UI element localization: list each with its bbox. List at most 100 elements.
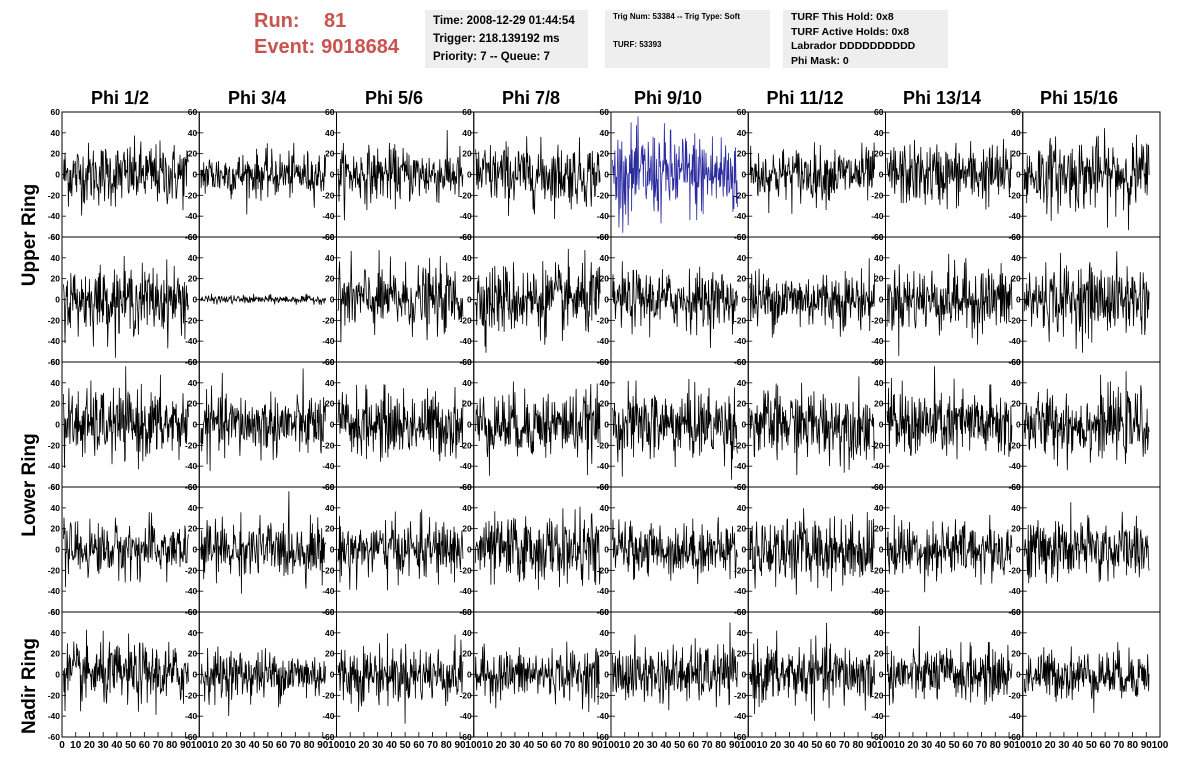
x-tick-label: 20	[496, 740, 508, 751]
x-tick-label: 60	[1100, 740, 1112, 751]
y-tick-label: -20	[185, 565, 198, 575]
y-tick-label: -60	[48, 232, 61, 242]
waveform-trace	[337, 249, 464, 343]
y-tick-label: -20	[459, 315, 472, 325]
y-tick-label: -40	[459, 586, 472, 596]
x-tick-label: 40	[523, 740, 535, 751]
x-tick-label: 70	[1113, 740, 1125, 751]
waveform-trace	[474, 641, 601, 713]
x-tick-label: 30	[372, 740, 384, 751]
y-tick-label: 0	[742, 170, 747, 180]
x-tick-label: 60	[825, 740, 837, 751]
y-tick-label: -20	[597, 690, 610, 700]
y-tick-label: -40	[322, 711, 335, 721]
y-tick-label: -20	[1008, 690, 1021, 700]
y-tick-label: -60	[1008, 232, 1021, 242]
y-tick-label: -40	[185, 461, 198, 471]
waveform-trace	[749, 258, 875, 338]
x-tick-label: 80	[852, 740, 864, 751]
y-tick-label: 20	[188, 149, 198, 159]
y-tick-label: -20	[734, 190, 747, 200]
y-tick-label: 0	[1016, 420, 1021, 430]
y-tick-label: -20	[1008, 190, 1021, 200]
waveform-trace	[474, 381, 601, 476]
y-tick-label: 40	[600, 503, 610, 513]
y-tick-label: -40	[48, 586, 61, 596]
y-tick-label: 0	[467, 420, 472, 430]
waveform-trace	[1023, 371, 1150, 471]
y-tick-label: 40	[51, 628, 61, 638]
y-tick-label: 40	[874, 503, 884, 513]
y-tick-label: -60	[185, 357, 198, 367]
y-tick-label: 20	[462, 524, 472, 534]
y-tick-label: 60	[51, 482, 61, 492]
y-tick-label: 0	[879, 420, 884, 430]
y-tick-label: -40	[597, 711, 610, 721]
y-tick-label: -40	[459, 211, 472, 221]
x-tick-label: 30	[235, 740, 247, 751]
y-tick-label: 0	[1016, 670, 1021, 680]
y-tick-label: 0	[193, 670, 198, 680]
x-tick-label: 20	[84, 740, 96, 751]
y-tick-label: -60	[322, 357, 335, 367]
waveform-trace	[749, 376, 875, 476]
y-tick-label: 0	[1016, 170, 1021, 180]
y-tick-label: 20	[600, 524, 610, 534]
y-tick-label: -60	[185, 232, 198, 242]
y-tick-label: 0	[330, 420, 335, 430]
y-tick-label: -40	[1008, 461, 1021, 471]
y-tick-label: 40	[1011, 128, 1021, 138]
x-tick-label: 20	[1045, 740, 1057, 751]
waveform-trace	[749, 142, 875, 214]
y-tick-label: 60	[600, 232, 610, 242]
y-tick-label: 60	[51, 107, 61, 117]
y-tick-label: 40	[874, 253, 884, 263]
event-label: Event:	[254, 36, 316, 58]
y-tick-label: -40	[185, 586, 198, 596]
y-tick-label: 0	[604, 545, 609, 555]
waveform-trace	[337, 633, 464, 724]
x-tick-label: 50	[674, 740, 686, 751]
y-tick-label: 40	[1011, 503, 1021, 513]
y-tick-label: -60	[48, 357, 61, 367]
y-tick-label: -20	[734, 440, 747, 450]
y-tick-label: 0	[330, 295, 335, 305]
waveform-trace	[1023, 251, 1150, 353]
y-tick-label: 40	[462, 503, 472, 513]
y-tick-label: -60	[48, 732, 61, 742]
y-tick-label: 0	[604, 170, 609, 180]
x-tick-label: 50	[949, 740, 961, 751]
y-tick-label: 0	[879, 670, 884, 680]
y-tick-label: 60	[600, 357, 610, 367]
waveform-trace	[63, 629, 189, 715]
y-tick-label: -60	[734, 732, 747, 742]
y-tick-label: 20	[188, 524, 198, 534]
y-tick-label: -40	[597, 461, 610, 471]
y-tick-label: -60	[597, 732, 610, 742]
x-tick-label: 20	[358, 740, 370, 751]
event-value: 9018684	[321, 36, 399, 58]
x-tick-label: 30	[647, 740, 659, 751]
waveform-trace	[749, 508, 875, 595]
y-tick-label: 40	[737, 503, 747, 513]
y-tick-label: -40	[185, 711, 198, 721]
run-label: Run:	[254, 10, 300, 32]
y-tick-label: 0	[742, 295, 747, 305]
y-tick-label: 0	[879, 545, 884, 555]
y-tick-label: -20	[48, 190, 61, 200]
y-tick-label: 20	[51, 524, 61, 534]
y-tick-label: 60	[737, 357, 747, 367]
y-tick-label: 20	[737, 149, 747, 159]
y-tick-label: 40	[737, 628, 747, 638]
y-tick-label: -20	[185, 315, 198, 325]
y-tick-label: 20	[737, 399, 747, 409]
panel-frame	[747, 236, 886, 363]
y-tick-label: -20	[597, 190, 610, 200]
y-tick-label: 40	[600, 628, 610, 638]
y-tick-label: -40	[322, 336, 335, 346]
y-tick-label: 20	[188, 399, 198, 409]
y-tick-label: -40	[1008, 586, 1021, 596]
waveform-trace	[1023, 502, 1150, 584]
y-tick-label: -20	[322, 315, 335, 325]
y-tick-label: -40	[597, 336, 610, 346]
